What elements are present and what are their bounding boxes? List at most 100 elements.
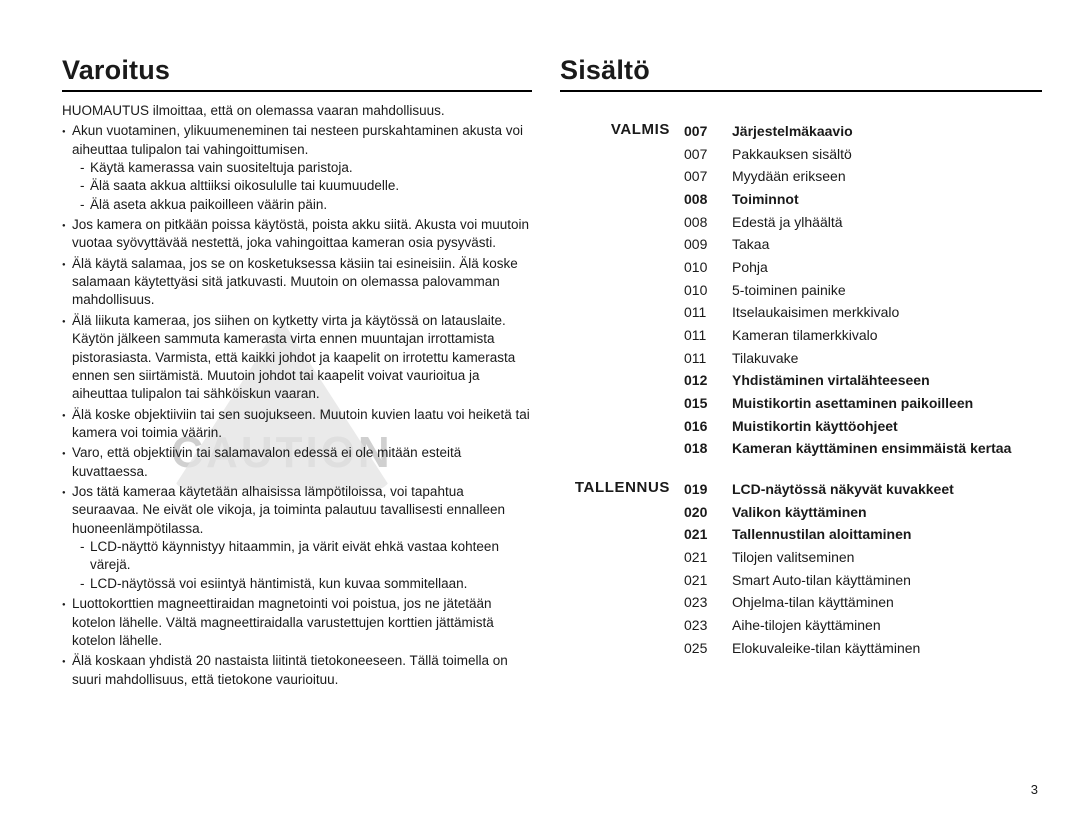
toc-page-number: 007 — [684, 120, 714, 143]
toc-entry: 023 Ohjelma-tilan käyttäminen — [684, 591, 1042, 614]
toc-page-number: 023 — [684, 614, 714, 637]
toc-title: Myydään erikseen — [732, 165, 846, 188]
warning-bullet: Varo, että objektiivin tai salamavalon e… — [62, 444, 532, 481]
toc-page-number: 016 — [684, 415, 714, 438]
toc-page-number: 008 — [684, 211, 714, 234]
toc-title: Toiminnot — [732, 188, 799, 211]
toc-title: Edestä ja ylhäältä — [732, 211, 843, 234]
toc-title: Muistikortin asettaminen paikoilleen — [732, 392, 973, 415]
toc-entry: 011 Kameran tilamerkkivalo — [684, 324, 1042, 347]
toc-page-number: 009 — [684, 233, 714, 256]
toc-title: Yhdistäminen virtalähteeseen — [732, 369, 930, 392]
warning-subitem: Käytä kamerassa vain suositeltuja parist… — [80, 159, 532, 177]
toc-title: Kameran tilamerkkivalo — [732, 324, 878, 347]
toc-page-number: 021 — [684, 523, 714, 546]
left-intro: HUOMAUTUS ilmoittaa, että on olemassa va… — [62, 102, 532, 120]
toc-page-number: 023 — [684, 591, 714, 614]
toc-entry: 025 Elokuvaleike-tilan käyttäminen — [684, 637, 1042, 660]
toc-page-number: 012 — [684, 369, 714, 392]
left-column: Varoitus HUOMAUTUS ilmoittaa, että on ol… — [62, 55, 532, 795]
toc-section-label: VALMIS — [560, 120, 670, 460]
toc-page-number: 011 — [684, 301, 714, 324]
toc-page-number: 011 — [684, 324, 714, 347]
warning-bullet: Jos kamera on pitkään poissa käytöstä, p… — [62, 216, 532, 253]
toc-page-number: 020 — [684, 501, 714, 524]
toc-title: Pakkauksen sisältö — [732, 143, 852, 166]
toc-section: VALMIS 007 Järjestelmäkaavio 007 Pakkauksen … — [560, 120, 1042, 460]
toc-title: Valikon käyttäminen — [732, 501, 867, 524]
warning-subitem: LCD-näytössä voi esiintyä häntimistä, ku… — [80, 575, 532, 593]
warning-subitem: LCD-näyttö käynnistyy hitaammin, ja väri… — [80, 538, 532, 575]
toc-entry: 008 Edestä ja ylhäältä — [684, 211, 1042, 234]
toc-page-number: 025 — [684, 637, 714, 660]
toc-entry: 019 LCD-näytössä näkyvät kuvakkeet — [684, 478, 1042, 501]
toc-entry: 007 Järjestelmäkaavio — [684, 120, 1042, 143]
warning-subitem: Älä saata akkua alttiiksi oikosululle ta… — [80, 177, 532, 195]
toc-title: Itselaukaisimen merkkivalo — [732, 301, 899, 324]
toc-title: Tilojen valitseminen — [732, 546, 854, 569]
toc-title: Pohja — [732, 256, 768, 279]
toc-list: 019 LCD-näytössä näkyvät kuvakkeet 020 Vali… — [684, 478, 1042, 659]
toc-page-number: 010 — [684, 256, 714, 279]
toc-title: Kameran käyttäminen ensimmäistä kertaa — [732, 437, 1011, 460]
toc-title: LCD-näytössä näkyvät kuvakkeet — [732, 478, 954, 501]
toc-page-number: 010 — [684, 279, 714, 302]
warning-bullet: Älä käytä salamaa, jos se on kosketukses… — [62, 255, 532, 310]
right-heading: Sisältö — [560, 55, 1042, 92]
toc-list: 007 Järjestelmäkaavio 007 Pakkauksen sisält… — [684, 120, 1042, 460]
toc-entry: 020 Valikon käyttäminen — [684, 501, 1042, 524]
toc-entry: 018 Kameran käyttäminen ensimmäistä kerta… — [684, 437, 1042, 460]
warning-subitem: Älä aseta akkua paikoilleen väärin päin. — [80, 196, 532, 214]
toc-title: Tallennustilan aloittaminen — [732, 523, 911, 546]
toc-page-number: 011 — [684, 347, 714, 370]
toc-page-number: 008 — [684, 188, 714, 211]
toc-section: TALLENNUS 019 LCD-näytössä näkyvät kuvakke… — [560, 478, 1042, 659]
toc-page-number: 021 — [684, 546, 714, 569]
warning-bullet: Älä koske objektiiviin tai sen suojuksee… — [62, 406, 532, 443]
page-number: 3 — [1031, 782, 1038, 797]
left-heading: Varoitus — [62, 55, 532, 92]
toc-page-number: 019 — [684, 478, 714, 501]
toc-entry: 021 Tilojen valitseminen — [684, 546, 1042, 569]
toc-page-number: 015 — [684, 392, 714, 415]
toc-title: 5-toiminen painike — [732, 279, 846, 302]
toc-title: Smart Auto-tilan käyttäminen — [732, 569, 911, 592]
toc-title: Tilakuvake — [732, 347, 798, 370]
warning-bullet: Jos tätä kameraa käytetään alhaisissa lä… — [62, 483, 532, 593]
toc-title: Takaa — [732, 233, 769, 256]
toc-entry: 021 Tallennustilan aloittaminen — [684, 523, 1042, 546]
warning-bullet: Luottokorttien magneettiraidan magnetoin… — [62, 595, 532, 650]
toc-entry: 008 Toiminnot — [684, 188, 1042, 211]
toc-section-label: TALLENNUS — [560, 478, 670, 659]
right-column: Sisältö VALMIS 007 Järjestelmäkaavio 007 Pak… — [560, 55, 1042, 795]
warning-sublist: Käytä kamerassa vain suositeltuja parist… — [72, 159, 532, 214]
toc-entry: 010 Pohja — [684, 256, 1042, 279]
toc-entry: 016 Muistikortin käyttöohjeet — [684, 415, 1042, 438]
toc-container: VALMIS 007 Järjestelmäkaavio 007 Pakkauksen … — [560, 120, 1042, 659]
toc-page-number: 007 — [684, 143, 714, 166]
toc-page-number: 007 — [684, 165, 714, 188]
toc-title: Elokuvaleike-tilan käyttäminen — [732, 637, 920, 660]
warning-sublist: LCD-näyttö käynnistyy hitaammin, ja väri… — [72, 538, 532, 593]
toc-entry: 012 Yhdistäminen virtalähteeseen — [684, 369, 1042, 392]
toc-title: Muistikortin käyttöohjeet — [732, 415, 898, 438]
warning-bullet: Älä koskaan yhdistä 20 nastaista liitint… — [62, 652, 532, 689]
warning-bullet: Älä liikuta kameraa, jos siihen on kytke… — [62, 312, 532, 404]
toc-title: Aihe-tilojen käyttäminen — [732, 614, 881, 637]
toc-entry: 010 5-toiminen painike — [684, 279, 1042, 302]
toc-entry: 015 Muistikortin asettaminen paikoilleen — [684, 392, 1042, 415]
toc-entry: 011 Itselaukaisimen merkkivalo — [684, 301, 1042, 324]
toc-entry: 011 Tilakuvake — [684, 347, 1042, 370]
toc-page-number: 018 — [684, 437, 714, 460]
toc-page-number: 021 — [684, 569, 714, 592]
toc-entry: 023 Aihe-tilojen käyttäminen — [684, 614, 1042, 637]
toc-entry: 007 Pakkauksen sisältö — [684, 143, 1042, 166]
page-container: Varoitus HUOMAUTUS ilmoittaa, että on ol… — [62, 55, 1042, 795]
toc-title: Ohjelma-tilan käyttäminen — [732, 591, 894, 614]
toc-title: Järjestelmäkaavio — [732, 120, 853, 143]
toc-entry: 007 Myydään erikseen — [684, 165, 1042, 188]
warning-bullet: Akun vuotaminen, ylikuumeneminen tai nes… — [62, 122, 532, 214]
toc-entry: 021 Smart Auto-tilan käyttäminen — [684, 569, 1042, 592]
toc-entry: 009 Takaa — [684, 233, 1042, 256]
warning-bullets: Akun vuotaminen, ylikuumeneminen tai nes… — [62, 122, 532, 689]
